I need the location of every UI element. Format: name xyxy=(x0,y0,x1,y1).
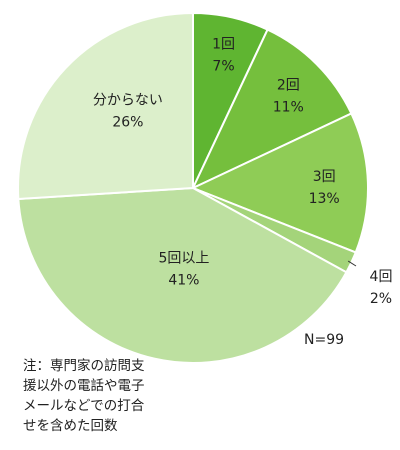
pie-slice-6 xyxy=(17,11,194,201)
pie-slice-3 xyxy=(190,112,369,254)
leader-line-4 xyxy=(347,260,357,267)
slice-name-label: 3回 xyxy=(313,169,336,185)
slice-name-label: 5回以上 xyxy=(158,250,209,266)
slice-value-label: 7% xyxy=(212,58,234,74)
slice-value-label: 13% xyxy=(309,191,340,207)
slice-name-label: 2回 xyxy=(277,78,300,94)
slice-name-label: 1回 xyxy=(212,36,235,52)
slice-name-label: 4回 xyxy=(370,269,393,285)
slice-value-label: 11% xyxy=(273,100,304,116)
slice-value-label: 2% xyxy=(370,291,392,307)
footnote: 注：専門家の訪問支 援以外の電話や電子 メールなどでの打合 せを含めた回数 xyxy=(23,358,145,434)
pie-slice-5 xyxy=(17,186,348,365)
slice-value-label: 26% xyxy=(112,115,143,131)
sample-size-label: N=99 xyxy=(304,332,345,348)
slice-name-label: 分からない xyxy=(93,93,163,109)
pie-slice-2 xyxy=(190,28,353,191)
slice-value-label: 41% xyxy=(168,272,199,288)
